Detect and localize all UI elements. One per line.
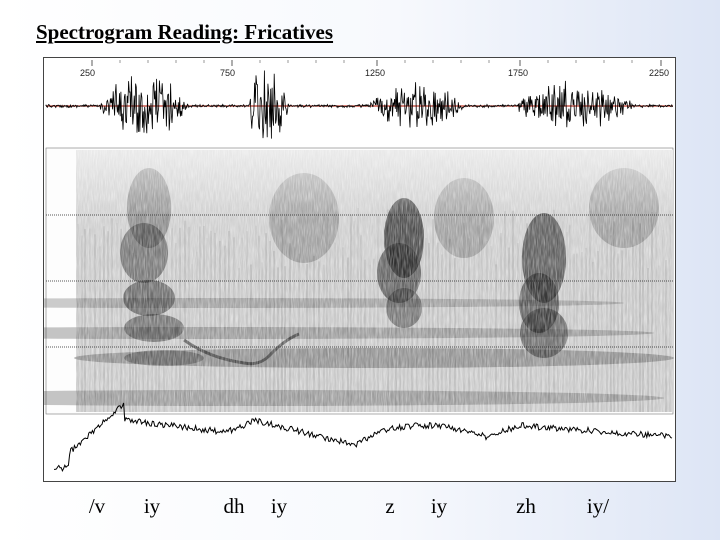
- phone-label: iy: [430, 494, 448, 518]
- spectrogram-figure: 250 750 1250 1750 2250: [43, 57, 676, 482]
- time-axis: 250 750 1250 1750 2250: [80, 60, 669, 78]
- time-tick-label: 1750: [508, 68, 528, 78]
- time-tick-label: 1250: [365, 68, 385, 78]
- time-tick-label: 750: [220, 68, 235, 78]
- time-tick-label: 2250: [649, 68, 669, 78]
- spectrogram-svg: 250 750 1250 1750 2250: [44, 60, 674, 472]
- slide-title: Spectrogram Reading: Fricatives: [36, 20, 334, 44]
- spectrogram-panel: [44, 147, 674, 415]
- phone-label: z: [385, 494, 395, 518]
- speech-waveform: [45, 70, 673, 139]
- energy-contour: [54, 402, 673, 472]
- waveform-panel: 250 750 1250 1750 2250: [45, 60, 673, 139]
- phone-label: iy: [270, 494, 288, 518]
- phone-label: zh: [516, 494, 536, 518]
- glottal-striations: [77, 208, 671, 412]
- phone-label: iy/: [586, 494, 610, 518]
- phone-label: dh: [223, 494, 245, 518]
- time-tick-label: 250: [80, 68, 95, 78]
- phone-label: /v: [88, 494, 106, 518]
- frequency-gridlines: [46, 214, 673, 348]
- phone-label: iy: [143, 494, 161, 518]
